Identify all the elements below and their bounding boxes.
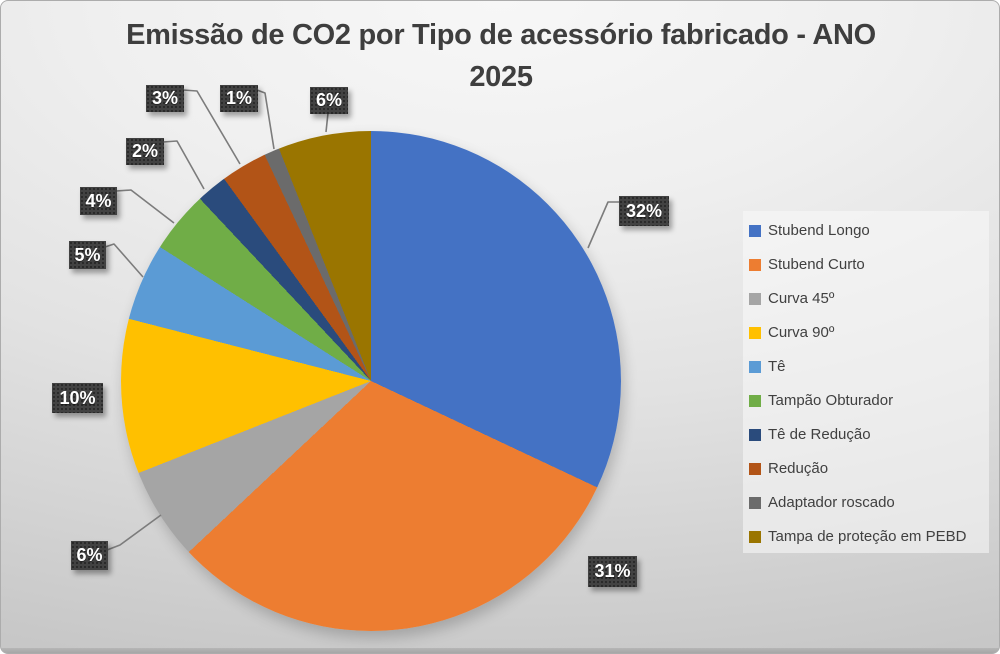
legend-swatch-icon — [749, 225, 761, 237]
leader-line-9 — [256, 89, 275, 150]
data-label-1: 32% — [619, 196, 669, 226]
legend-item-5[interactable]: Tê — [749, 357, 983, 377]
legend-swatch-icon — [749, 429, 761, 441]
legend-label: Curva 90º — [768, 324, 835, 341]
pie-chart[interactable] — [121, 131, 621, 631]
data-label-6: 4% — [80, 187, 117, 215]
leader-line-5 — [104, 243, 144, 278]
legend-swatch-icon — [749, 259, 761, 271]
data-label-2: 31% — [588, 556, 637, 587]
data-label-4: 10% — [52, 383, 103, 413]
leader-line-10 — [325, 112, 329, 133]
leader-line-1 — [587, 201, 620, 249]
chart-title: Emissão de CO2 por Tipo de acessório fab… — [126, 19, 876, 93]
legend-label: Tampão Obturador — [768, 392, 894, 409]
legend-label: Stubend Longo — [768, 222, 870, 239]
legend-item-7[interactable]: Tê de Redução — [749, 425, 983, 445]
legend-swatch-icon — [749, 531, 761, 543]
leader-line-7 — [162, 140, 205, 190]
legend-item-4[interactable]: Curva 90º — [749, 323, 983, 343]
legend-swatch-icon — [749, 463, 761, 475]
leader-line-3 — [106, 514, 162, 551]
legend-label: Tê de Redução — [768, 426, 871, 443]
legend-item-10[interactable]: Tampa de proteção em PEBD — [749, 527, 983, 547]
legend-item-3[interactable]: Curva 45º — [749, 289, 983, 309]
chart-legend: Stubend Longo Stubend Curto Curva 45º Curva… — [743, 211, 989, 553]
legend-label: Tampa de proteção em PEBD — [768, 528, 967, 545]
data-label-7: 2% — [126, 138, 164, 165]
legend-swatch-icon — [749, 497, 761, 509]
data-label-8: 3% — [146, 85, 184, 112]
legend-item-1[interactable]: Stubend Longo — [749, 221, 983, 241]
legend-label: Redução — [768, 460, 829, 477]
legend-item-6[interactable]: Tampão Obturador — [749, 391, 983, 411]
legend-item-9[interactable]: Adaptador roscado — [749, 493, 983, 513]
legend-swatch-icon — [749, 395, 761, 407]
leader-line-6 — [115, 189, 175, 224]
legend-swatch-icon — [749, 327, 761, 339]
legend-item-2[interactable]: Stubend Curto — [749, 255, 983, 275]
legend-swatch-icon — [749, 293, 761, 305]
data-label-10: 6% — [310, 87, 348, 114]
legend-item-8[interactable]: Redução — [749, 459, 983, 479]
legend-label: Stubend Curto — [768, 256, 865, 273]
legend-swatch-icon — [749, 361, 761, 373]
legend-label: Tê — [768, 358, 786, 375]
data-label-5: 5% — [69, 241, 106, 269]
data-label-3: 6% — [71, 541, 108, 570]
legend-label: Adaptador roscado — [768, 494, 895, 511]
data-label-9: 1% — [220, 85, 258, 112]
legend-label: Curva 45º — [768, 290, 835, 307]
